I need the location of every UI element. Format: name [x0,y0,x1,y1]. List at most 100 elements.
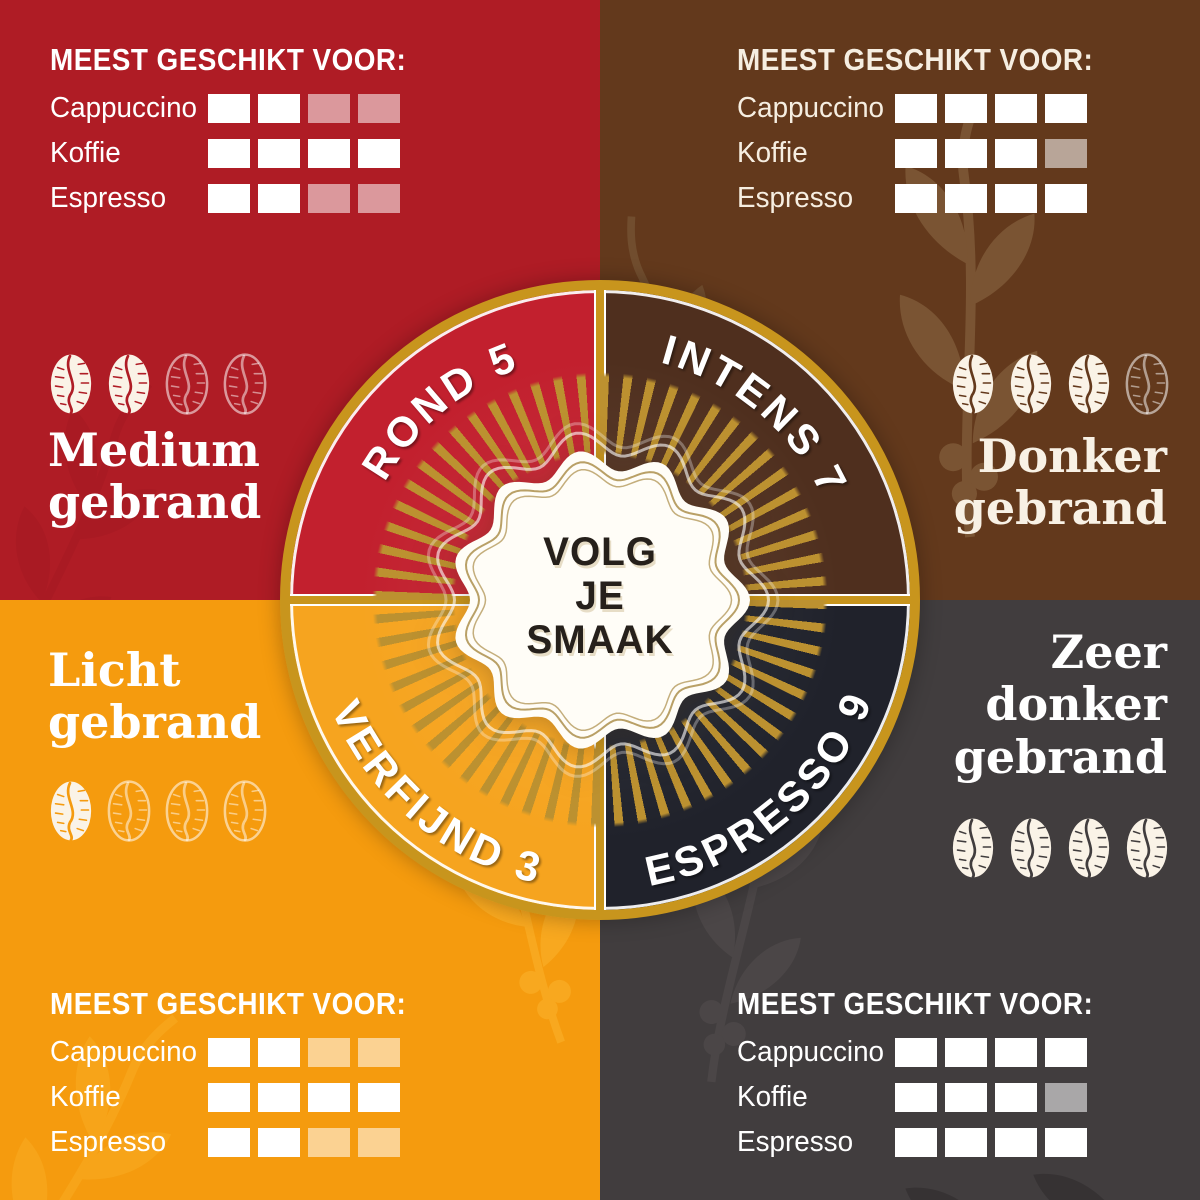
rating-block [358,1038,400,1067]
rating-block [258,1128,300,1157]
rating-block [208,1083,250,1112]
rating-block [895,184,937,213]
coffee-bean-icon [164,352,210,416]
coffee-bean-icon [222,779,268,843]
roast-beans-donker [950,352,1170,416]
roast-title-donker: Donker gebrand [953,429,1167,536]
rating-row-koffie: Koffie [50,1081,470,1113]
coffee-bean-icon [950,352,996,416]
rating-block [995,139,1037,168]
coffee-bean-icon [1124,816,1170,880]
rating-row-cappuccino: Cappuccino [50,1036,470,1068]
suitability-heading: MEEST GESCHIKT VOOR: [50,986,407,1021]
rating-block [895,94,937,123]
rating-label: Espresso [737,1126,854,1158]
badge-title-line: SMAAK [526,618,674,663]
rating-block [208,94,250,123]
rating-block [1045,184,1087,213]
suitability-medium: MEEST GESCHIKT VOOR: Cappuccino Koffie E… [50,42,470,214]
rating-block [358,184,400,213]
rating-label: Espresso [737,182,854,214]
coffee-bean-icon [222,352,268,416]
coffee-bean-icon [48,779,94,843]
rating-blocks [208,139,400,168]
rating-block [208,184,250,213]
rating-label: Cappuccino [50,1036,198,1068]
rating-label: Cappuccino [737,92,885,124]
rating-block [895,1083,937,1112]
coffee-bean-icon [1066,352,1112,416]
rating-blocks [208,1128,400,1157]
rating-block [258,1038,300,1067]
rating-block [258,94,300,123]
rating-block [208,139,250,168]
rating-block [995,1128,1037,1157]
rating-block [1045,94,1087,123]
rating-blocks [895,1128,1087,1157]
rating-row-koffie: Koffie [737,1081,1157,1113]
rating-block [995,1038,1037,1067]
suitability-zeer-donker: MEEST GESCHIKT VOOR: Cappuccino Koffie E… [737,986,1157,1158]
rating-row-cappuccino: Cappuccino [737,92,1157,124]
rating-blocks [208,94,400,123]
suitability-donker: MEEST GESCHIKT VOOR: Cappuccino Koffie E… [737,42,1157,214]
badge-title-line: JE [575,574,625,619]
suitability-licht: MEEST GESCHIKT VOOR: Cappuccino Koffie E… [50,986,470,1158]
coffee-bean-icon [106,352,152,416]
roast-title-zeer-donker: Zeer donker gebrand [953,625,1167,784]
rating-block [258,1083,300,1112]
rating-block [308,184,350,213]
rating-label: Koffie [50,137,121,169]
roast-beans-zeer-donker [950,816,1170,880]
rating-block [308,94,350,123]
rating-block [945,1128,987,1157]
rating-blocks [208,1083,400,1112]
rating-block [308,1128,350,1157]
rating-block [308,1038,350,1067]
coffee-bean-icon [106,779,152,843]
rating-blocks [895,94,1087,123]
rating-blocks [895,139,1087,168]
rating-block [208,1038,250,1067]
suitability-heading: MEEST GESCHIKT VOOR: [737,42,1094,77]
rating-label: Koffie [50,1081,121,1113]
rating-block [358,1083,400,1112]
rating-block [358,94,400,123]
rating-row-koffie: Koffie [50,137,470,169]
rating-block [258,139,300,168]
roast-title-medium: Medium gebrand [48,423,262,530]
badge-title: VOLG JE SMAAK [445,530,755,662]
coffee-bean-icon [164,779,210,843]
rating-row-cappuccino: Cappuccino [50,92,470,124]
rating-block [308,139,350,168]
coffee-bean-icon [1008,352,1054,416]
rating-block [895,139,937,168]
coffee-bean-icon [1066,816,1112,880]
rating-blocks [895,1083,1087,1112]
rating-row-espresso: Espresso [50,1126,470,1158]
rating-blocks [208,184,400,213]
rating-row-espresso: Espresso [50,182,470,214]
rating-row-koffie: Koffie [737,137,1157,169]
rating-block [1045,1083,1087,1112]
rating-label: Cappuccino [737,1036,885,1068]
suitability-heading: MEEST GESCHIKT VOOR: [737,986,1094,1021]
roast-beans-licht [48,779,268,843]
rating-block [895,1128,937,1157]
rating-block [995,1083,1037,1112]
rating-blocks [895,1038,1087,1067]
rating-block [1045,1128,1087,1157]
rating-row-cappuccino: Cappuccino [737,1036,1157,1068]
rating-blocks [895,184,1087,213]
rating-block [945,139,987,168]
rating-row-espresso: Espresso [737,182,1157,214]
rating-blocks [208,1038,400,1067]
taste-wheel: ROND 5 INTENS 7 VERFIJND 3 ESPRESSO 9 VO… [280,280,920,920]
coffee-bean-icon [1008,816,1054,880]
rating-block [945,1038,987,1067]
rating-block [1045,139,1087,168]
rating-block [995,94,1037,123]
rating-block [258,184,300,213]
rating-label: Espresso [50,182,167,214]
